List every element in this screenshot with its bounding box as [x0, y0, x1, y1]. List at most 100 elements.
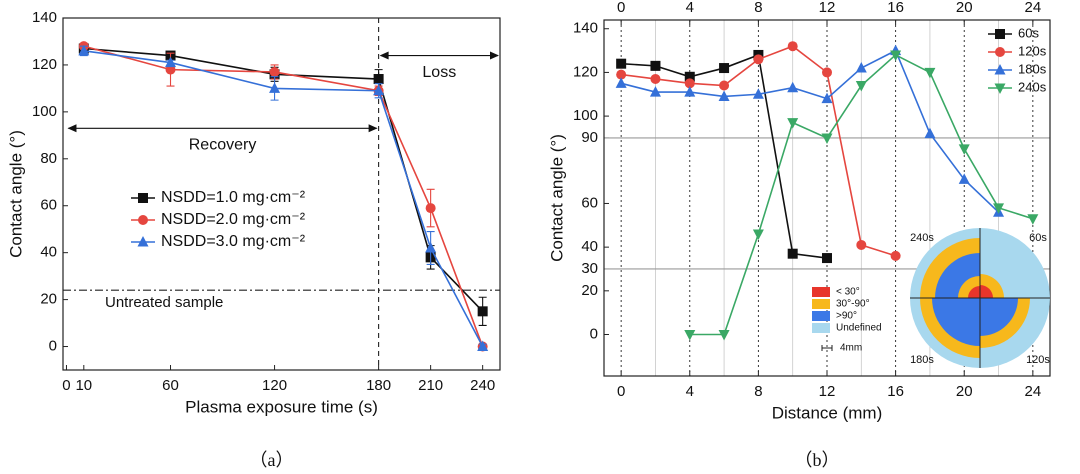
inset-region [980, 285, 993, 298]
quadrant-label: 120s [1026, 354, 1050, 366]
y-tick-label: 0 [590, 325, 598, 342]
y-tick-label: 60 [581, 194, 598, 211]
scale-label: 4mm [840, 343, 862, 354]
marker [822, 253, 832, 264]
marker [924, 127, 936, 139]
marker [684, 78, 695, 89]
marker [425, 203, 436, 214]
top-x-tick-label: 4 [686, 0, 694, 16]
inset-legend-label: Undefined [836, 323, 882, 334]
inset-axes [910, 228, 1050, 368]
marker [787, 118, 799, 129]
marker [269, 66, 280, 77]
marker [425, 241, 437, 253]
marker [855, 81, 867, 92]
y-tick-label: 120 [32, 56, 57, 73]
marker [616, 69, 627, 80]
series-line [83, 50, 484, 347]
y-tick-label: 140 [32, 9, 57, 26]
marker [684, 330, 696, 341]
marker [684, 86, 696, 97]
marker [752, 88, 764, 99]
legend-marker [995, 29, 1005, 39]
y-tick-label: 30 [581, 260, 598, 277]
legend-label: 120s [1018, 43, 1047, 58]
y-tick-label: 90 [581, 129, 598, 146]
y-tick-label: 100 [32, 103, 57, 120]
marker [958, 144, 970, 155]
top-x-tick-label: 0 [617, 0, 625, 16]
inset-region [932, 298, 980, 346]
quadrant-label: 240s [910, 232, 934, 244]
inset-region [980, 228, 1050, 298]
marker [890, 250, 901, 261]
marker [165, 64, 176, 75]
x-tick-label: 180 [366, 377, 391, 394]
marker [856, 239, 867, 250]
top-x-tick-label: 20 [956, 0, 973, 16]
y-tick-label: 20 [581, 282, 598, 299]
marker [650, 60, 661, 71]
plot-frame [603, 19, 1051, 377]
marker [787, 81, 799, 93]
series-line [83, 45, 484, 347]
legend-marker [995, 47, 1005, 57]
y-tick-label: 0 [49, 338, 57, 355]
marker [821, 133, 833, 144]
marker [718, 330, 730, 341]
caption: （a） [250, 450, 294, 470]
marker [616, 58, 627, 69]
legend-label: NSDD=1.0 mg·cm⁻² [161, 189, 306, 206]
x-tick-label: 8 [754, 383, 762, 400]
x-tick-label: 24 [1025, 383, 1042, 400]
marker [821, 92, 833, 104]
inset-legend-swatch [812, 323, 830, 333]
marker [719, 63, 730, 74]
marker [993, 203, 1005, 214]
inset-legend-swatch [812, 311, 830, 321]
top-x-tick-label: 12 [819, 0, 836, 16]
inset-legend-swatch [812, 287, 830, 297]
legend-marker [137, 236, 149, 247]
legend-label: 180s [1018, 61, 1047, 76]
legend-marker [994, 83, 1006, 94]
marker [477, 306, 488, 317]
top-x-tick-label: 16 [887, 0, 904, 16]
x-tick-label: 240 [470, 377, 495, 394]
marker [890, 50, 902, 61]
x-tick-label: 20 [956, 383, 973, 400]
marker [855, 62, 867, 73]
inset-region [980, 298, 1018, 336]
caption: （b） [795, 450, 840, 470]
marker [719, 80, 730, 91]
top-x-tick-label: 24 [1025, 0, 1042, 16]
x-tick-label: 16 [887, 383, 904, 400]
y-tick-label: 80 [40, 150, 57, 167]
marker [649, 86, 661, 97]
marker [752, 229, 764, 241]
marker [1027, 214, 1039, 225]
x-tick-label: 210 [418, 377, 443, 394]
scale-bar [821, 345, 833, 351]
marker [615, 77, 627, 88]
x-tick-label: 4 [686, 383, 694, 400]
x-tick-label: 12 [819, 383, 836, 400]
legend-label: 60s [1018, 25, 1039, 40]
reference-label: Untreated sample [105, 294, 223, 311]
quadrant-label: 180s [910, 354, 934, 366]
inset-legend-label: 30°-90° [836, 299, 870, 310]
marker [787, 248, 798, 259]
x-tick-label: 10 [75, 377, 92, 394]
series-line [620, 49, 1000, 213]
marker [684, 71, 695, 82]
x-tick-label: 0 [62, 377, 70, 394]
legend-marker [994, 64, 1006, 75]
marker [78, 44, 90, 56]
marker [373, 74, 384, 85]
marker [958, 173, 970, 184]
y-tick-label: 60 [40, 197, 57, 214]
legend-label: NSDD=2.0 mg·cm⁻² [161, 211, 306, 228]
inset-legend-label: >90° [836, 311, 857, 322]
legend-marker [138, 193, 148, 203]
y-axis-label: Contact angle (°) [547, 134, 566, 262]
